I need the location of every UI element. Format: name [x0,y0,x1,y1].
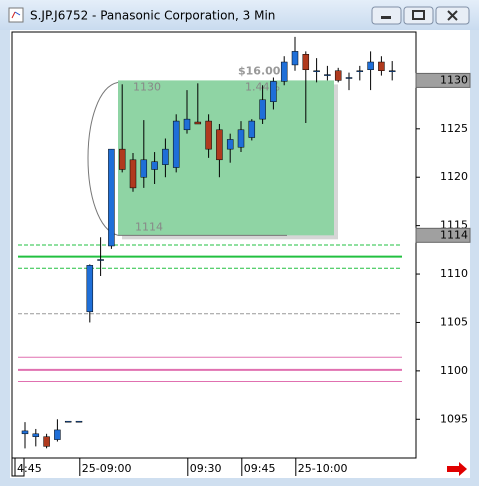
plot-frame [11,31,417,459]
minimize-button[interactable] [371,6,402,25]
candle-body [388,70,396,72]
candle-body [313,70,320,72]
candle-body [356,70,364,72]
candle-body [43,436,50,447]
candle-body [118,148,126,170]
price-box [415,72,471,88]
y-tick-label: 1120 [440,170,468,183]
annotation-change: $16.00 [238,64,281,77]
candle-body [302,54,310,71]
candle-body [216,129,223,161]
candle-body [194,121,202,125]
y-tick-label: 1100 [440,364,468,377]
candle-body [367,61,374,71]
candle-body [172,120,180,168]
window-title: S.JP.J6752 - Panasonic Corporation, 3 Mi… [30,9,275,23]
x-tick-label: 25-10:00 [298,462,348,475]
scroll-right-arrow[interactable] [447,462,467,476]
candle-body [162,148,169,165]
candle-body [129,159,137,189]
candle-body [54,429,61,440]
candle-body [21,430,29,435]
candle-body [280,61,288,82]
candle-body [151,161,158,170]
x-tick-label: 09:45 [244,462,276,475]
candle-body [345,77,353,79]
x-tick-label: 4:45 [17,462,42,475]
candle-body [86,265,94,313]
annotation-box [118,80,334,236]
candle-body [64,420,72,423]
price-box-label: 1114 [440,228,468,241]
candle-body [324,74,331,76]
candle-body [97,259,104,261]
annotation-high: 1130 [133,80,161,93]
candle-body [183,118,191,131]
candle-body [334,70,342,81]
y-tick-label: 1110 [440,267,468,280]
candle-body [248,120,256,138]
y-tick-label: 1095 [440,412,468,425]
price-box-label: 1130 [440,73,468,86]
candle-body [32,433,40,437]
price-box [415,227,471,243]
close-button[interactable] [435,6,470,25]
candle-body [291,51,299,66]
candle-body [140,159,148,178]
candle-body [259,99,266,120]
candle-body [108,148,115,247]
app-icon [8,7,24,23]
y-tick-label: 1105 [440,315,468,328]
candle-body [270,81,277,102]
y-tick-label: 1125 [440,122,468,135]
candle-body [226,139,234,150]
candle-body [237,129,245,148]
candle-body [205,120,212,150]
maximize-button[interactable] [403,6,434,25]
x-tick-label: 09:30 [190,462,222,475]
annotation-low: 1114 [135,220,163,233]
candle-body [378,61,385,71]
candle-body [75,420,83,423]
x-tick-label: 25-09:00 [82,462,132,475]
